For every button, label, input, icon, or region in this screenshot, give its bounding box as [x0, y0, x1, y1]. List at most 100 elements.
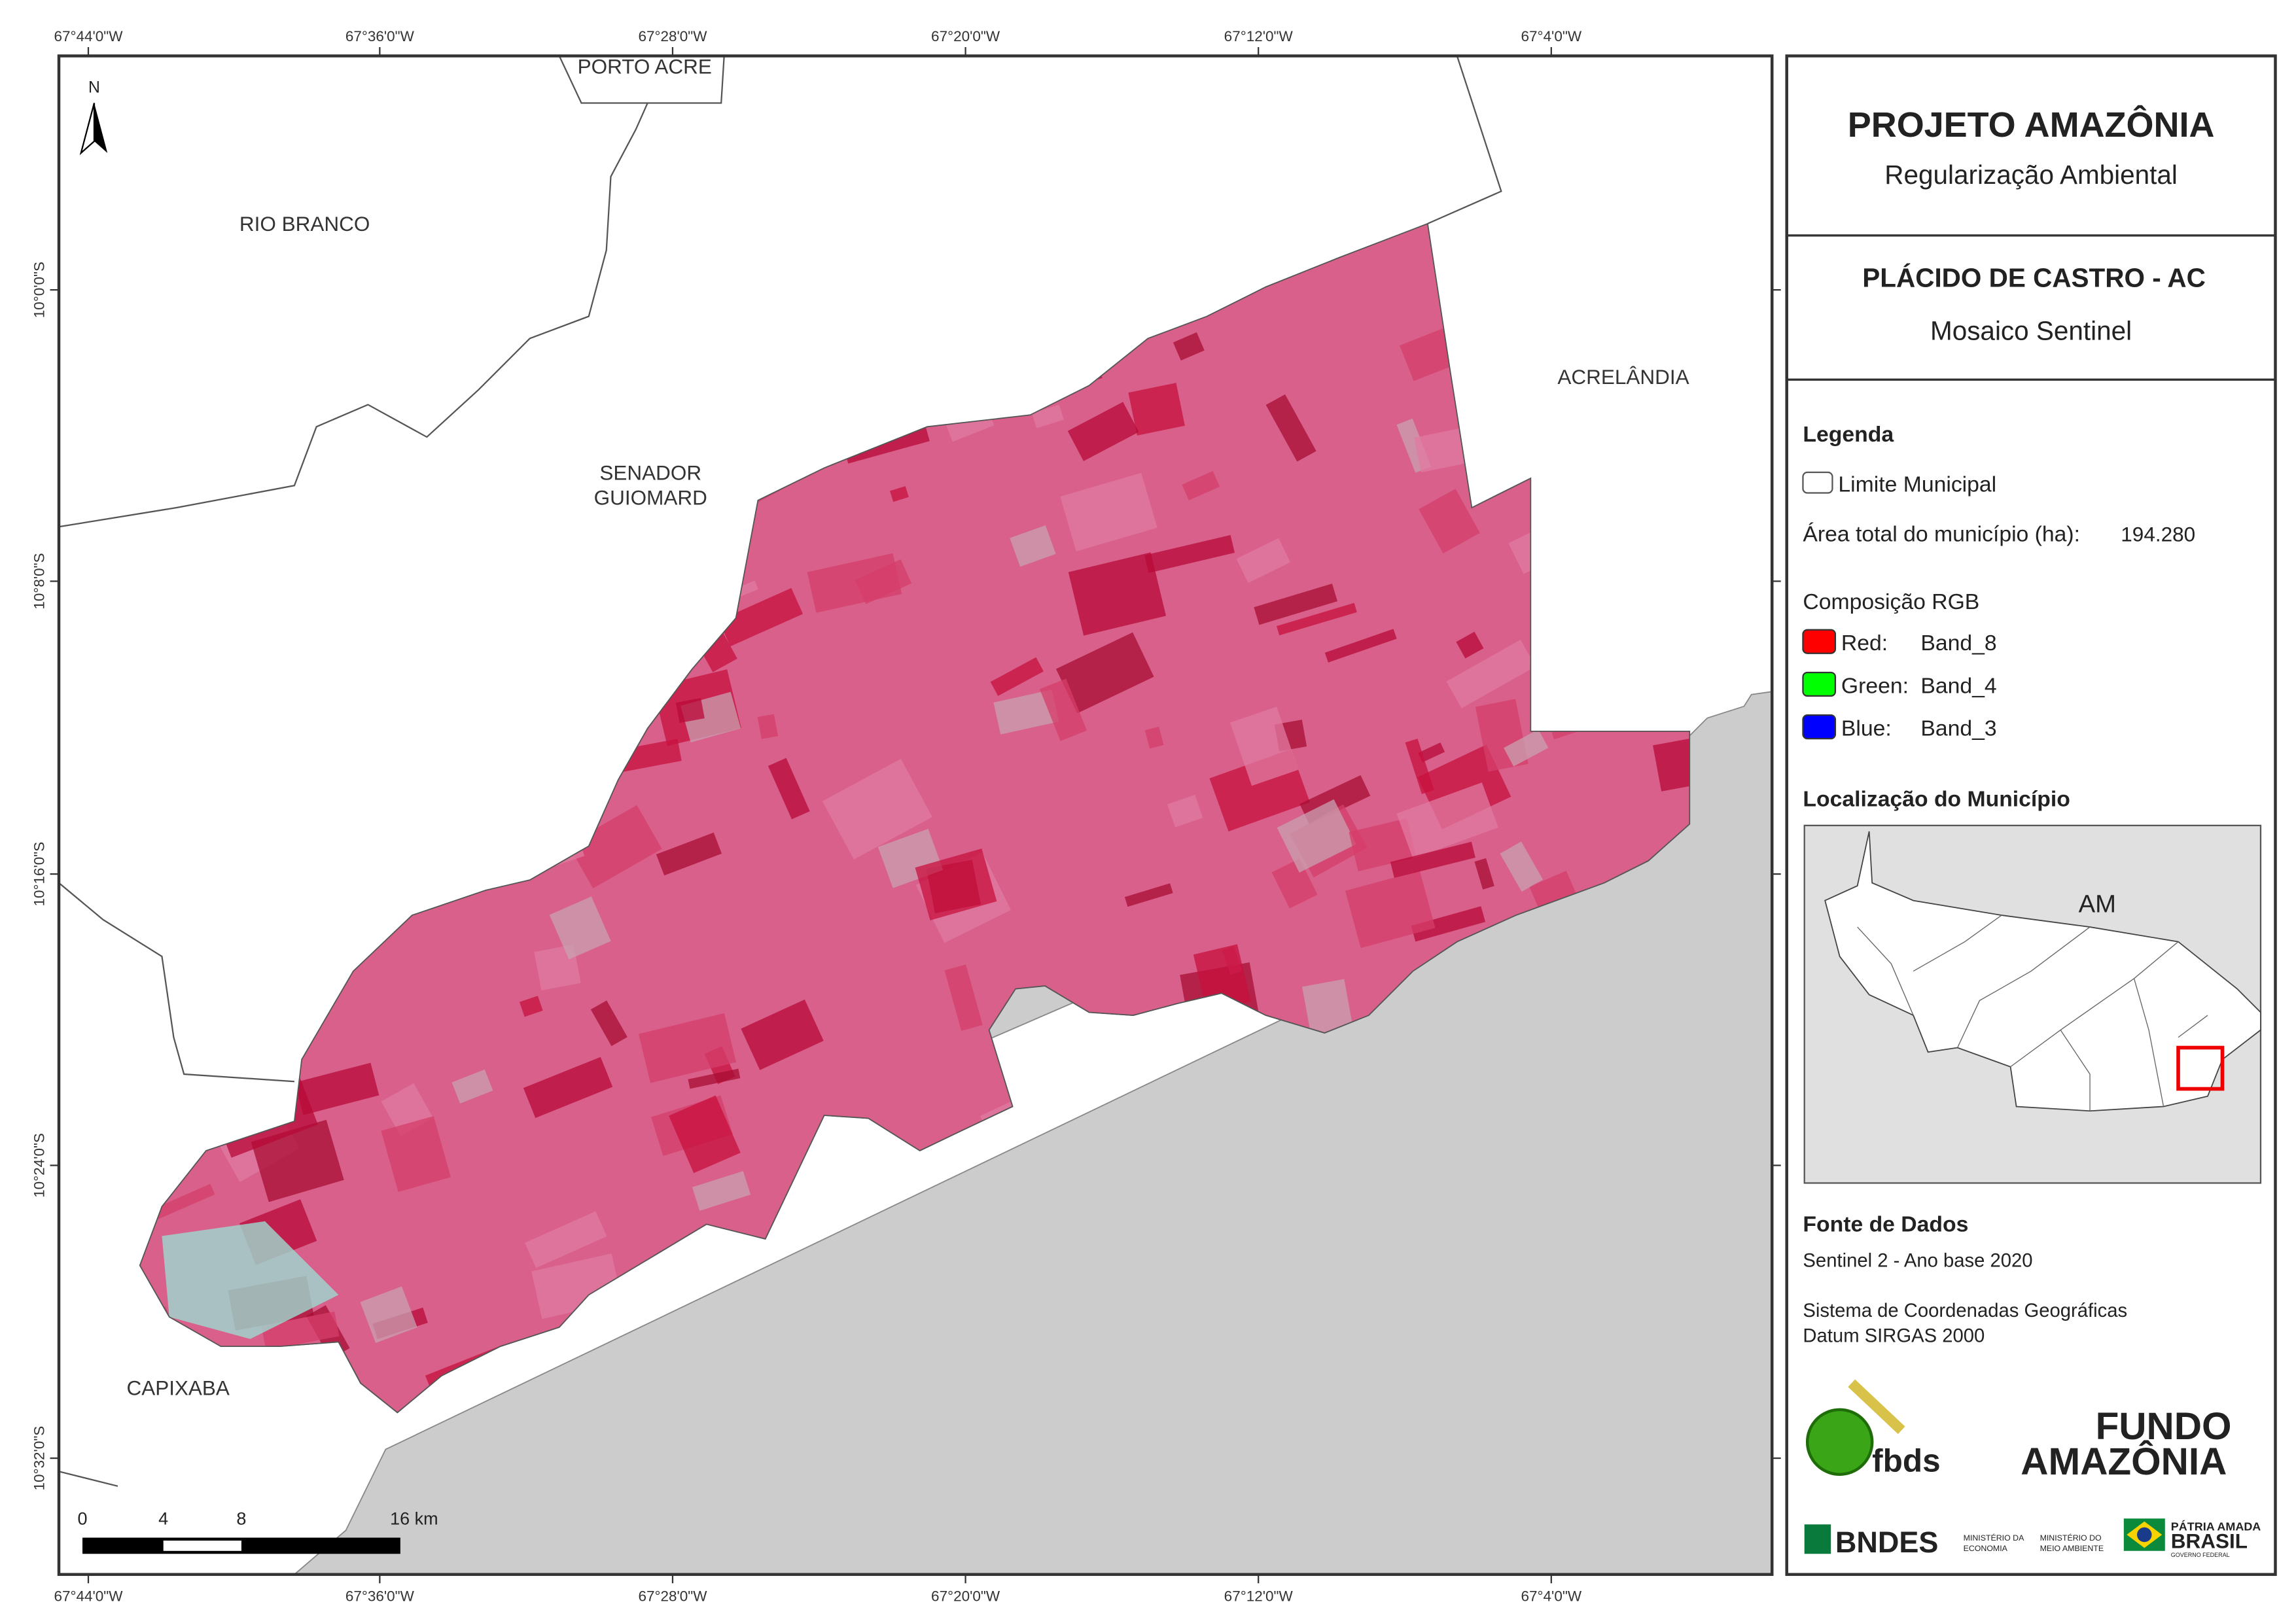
source-line: Sistema de Coordenadas Geográficas	[1803, 1300, 2127, 1321]
left-tick-label: 10°16'0"S	[31, 842, 48, 907]
mosaic-patch	[768, 758, 810, 820]
bottom-tick-label: 67°12'0"W	[1224, 1588, 1294, 1604]
mosaic-patch	[1277, 799, 1356, 873]
mosaic-patch	[1504, 729, 1549, 767]
mosaic-patch	[381, 1116, 451, 1193]
bottom-tick-label: 67°28'0"W	[638, 1588, 707, 1604]
mosaic-patch	[1060, 472, 1157, 552]
municipal-boundary	[558, 55, 725, 104]
band-list: Red: Band_8 Green: Band_4 Blue: Band_3	[1802, 629, 1997, 741]
mosaic-patch	[590, 1000, 627, 1047]
mosaic-patch	[1055, 632, 1154, 714]
mosaic-patch	[525, 1211, 607, 1268]
logo-text: MEIO AMBIENTE	[2040, 1544, 2104, 1553]
mosaic-patch	[523, 1056, 613, 1118]
scale-label: 0	[77, 1509, 87, 1528]
locator-map: AM	[1803, 824, 2262, 1184]
band-name: Band_3	[1920, 716, 1996, 741]
rgb-title: Composição RGB	[1803, 589, 1979, 614]
mosaic-patch	[1229, 707, 1299, 786]
mosaic-patch	[1446, 639, 1536, 708]
band-swatch	[1802, 671, 1837, 697]
left-tick-label: 10°0'0"S	[31, 262, 48, 318]
mosaic-patch	[567, 805, 662, 888]
mosaic-patch	[294, 1062, 380, 1115]
mosaic-patch	[822, 758, 932, 860]
scale-label: 16 km	[390, 1509, 438, 1528]
place-label: RIO BRANCO	[239, 212, 370, 236]
logos: fbds FUNDO AMAZÔNIA BNDES MINISTÉRIO DA …	[1804, 1379, 2261, 1559]
area-label: Área total do município (ha):	[1803, 522, 2080, 547]
mosaic-patch	[1345, 870, 1436, 949]
logo-text: BRASIL	[2171, 1529, 2248, 1552]
top-tick-label: 67°36'0"W	[345, 28, 415, 44]
mosaic-patch	[1324, 629, 1397, 663]
mosaic-patch	[692, 1171, 751, 1211]
mosaic-patch	[1405, 739, 1434, 794]
municipal-boundary	[1427, 56, 1502, 224]
logo-text: GOVERNO FEDERAL	[2171, 1552, 2230, 1558]
band-name: Band_8	[1920, 631, 1996, 655]
mosaic-patch	[451, 1069, 493, 1104]
mosaic-patch	[519, 996, 543, 1017]
boundary-swatch	[1802, 471, 1833, 494]
place-label: CAPIXABA	[126, 1376, 229, 1399]
north-arrow: N	[79, 79, 108, 156]
source-line: Sentinel 2 - Ano base 2020	[1803, 1251, 2032, 1272]
panel-title: PROJETO AMAZÔNIA	[1848, 105, 2215, 145]
top-tick-label: 67°4'0"W	[1521, 28, 1582, 44]
bottom-tick-label: 67°4'0"W	[1521, 1588, 1582, 1604]
logo-text: ECONOMIA	[1964, 1544, 2008, 1553]
panel-subtitle: Regularização Ambiental	[1884, 160, 2178, 190]
logo-text: fbds	[1872, 1442, 1940, 1478]
mosaic-patch	[1418, 742, 1445, 763]
bndes-mark	[1804, 1524, 1831, 1554]
logo-text: BNDES	[1835, 1526, 1938, 1559]
place-label: SENADOR	[599, 461, 701, 484]
municipal-boundary	[58, 882, 294, 1083]
place-label: PORTO ACRE	[578, 54, 712, 78]
municipal-boundary	[58, 1471, 118, 1487]
mosaic-patch	[1474, 858, 1494, 890]
area-subtitle: Mosaico Sentinel	[1930, 316, 2132, 346]
mosaic-patch	[1276, 602, 1357, 636]
mosaic-patch	[718, 587, 804, 647]
scale-label: 4	[158, 1509, 168, 1528]
mosaic-patch	[1031, 404, 1064, 428]
mosaic-patch	[990, 657, 1044, 696]
north-arrow-right	[94, 103, 108, 153]
mosaic-patch	[1254, 584, 1338, 625]
mosaic-patch	[1124, 883, 1173, 907]
band-channel: Green:	[1841, 673, 1909, 698]
logo-text: FUNDO	[2096, 1405, 2232, 1448]
mosaic-patch	[1173, 332, 1205, 361]
mosaic-patch	[1128, 383, 1185, 436]
mosaic-patch	[1193, 944, 1251, 1012]
fbds-mark	[1848, 1379, 1905, 1435]
location-title: Localização do Município	[1803, 787, 2070, 812]
scale-label: 8	[236, 1509, 246, 1528]
scale-bar: 0 4 8 16 km	[77, 1509, 438, 1554]
mosaic-patch	[993, 689, 1059, 735]
mosaic-patch	[549, 896, 611, 960]
mosaic-patch	[1456, 631, 1484, 659]
top-tick-label: 67°20'0"W	[931, 28, 1000, 44]
scale-segment	[163, 1541, 241, 1551]
mosaic-patch	[638, 1013, 737, 1083]
band-swatch	[1802, 714, 1837, 740]
mosaic-patch	[1301, 979, 1354, 1041]
band-name: Band_4	[1920, 673, 1996, 698]
mosaic-patch	[609, 739, 682, 774]
side-panel: PROJETO AMAZÔNIA Regularização Ambiental…	[1785, 54, 2277, 1577]
brazil-flag	[2137, 1527, 2152, 1543]
municipality-outline	[139, 222, 1691, 1414]
sources-title: Fonte de Dados	[1803, 1212, 1968, 1237]
mosaic-patch	[1167, 794, 1203, 828]
bottom-tick-label: 67°20'0"W	[931, 1588, 1000, 1604]
bottom-tick-label: 67°36'0"W	[345, 1588, 415, 1604]
mosaic-patch	[889, 486, 909, 502]
mosaic-patch	[675, 698, 705, 724]
mosaic-patch	[1349, 818, 1417, 871]
